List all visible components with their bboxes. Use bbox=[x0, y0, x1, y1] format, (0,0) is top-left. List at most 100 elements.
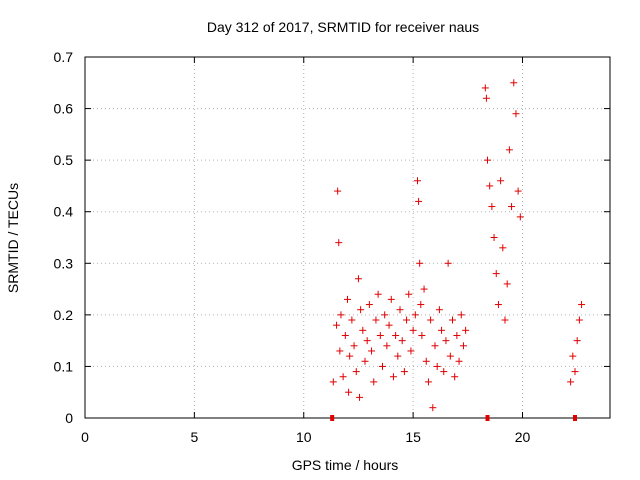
y-tick-label: 0.2 bbox=[54, 307, 74, 323]
data-point bbox=[339, 373, 347, 381]
data-point bbox=[365, 301, 373, 309]
data-point bbox=[346, 352, 354, 360]
data-point bbox=[442, 337, 450, 345]
data-point bbox=[383, 342, 391, 350]
data-point bbox=[451, 373, 459, 381]
data-point bbox=[482, 94, 490, 102]
data-point bbox=[345, 388, 353, 396]
data-point bbox=[363, 337, 371, 345]
data-point bbox=[573, 337, 581, 345]
data-point bbox=[499, 244, 507, 252]
data-points bbox=[329, 79, 586, 421]
data-point bbox=[387, 295, 395, 303]
data-point bbox=[424, 378, 432, 386]
data-point bbox=[396, 306, 404, 314]
data-point bbox=[567, 378, 575, 386]
y-tick-label: 0 bbox=[65, 410, 73, 426]
data-point bbox=[453, 331, 461, 339]
x-tick-label: 10 bbox=[296, 429, 312, 445]
data-point bbox=[415, 197, 423, 205]
data-point bbox=[334, 187, 342, 195]
data-point bbox=[368, 347, 376, 355]
chart-title: Day 312 of 2017, SRMTID for receiver nau… bbox=[207, 19, 479, 35]
data-point bbox=[392, 331, 400, 339]
data-point bbox=[462, 326, 470, 334]
data-point bbox=[357, 306, 365, 314]
data-point bbox=[403, 316, 411, 324]
data-point bbox=[433, 362, 441, 370]
data-point bbox=[575, 316, 583, 324]
y-tick-label: 0.6 bbox=[54, 101, 74, 117]
data-point bbox=[457, 311, 465, 319]
data-point bbox=[516, 213, 524, 221]
data-point bbox=[329, 378, 337, 386]
data-point bbox=[374, 290, 382, 298]
data-point bbox=[444, 259, 452, 267]
data-point bbox=[422, 357, 430, 365]
data-point bbox=[449, 316, 456, 324]
data-point bbox=[407, 347, 415, 355]
data-point bbox=[438, 326, 446, 334]
axis-ticks: 0 5 10 15 20 0 0.1 0.2 0.3 0.4 0.5 0.6 0.7 bbox=[54, 49, 610, 445]
data-point bbox=[490, 234, 498, 241]
data-point bbox=[333, 321, 341, 329]
data-point bbox=[429, 404, 437, 412]
data-point bbox=[344, 295, 351, 303]
zero-value-marker bbox=[485, 415, 490, 421]
data-point bbox=[578, 301, 586, 309]
data-point bbox=[350, 342, 358, 350]
zero-value-marker bbox=[573, 415, 577, 421]
data-point bbox=[571, 368, 579, 376]
data-point bbox=[376, 331, 384, 339]
data-point bbox=[405, 290, 413, 298]
data-point bbox=[389, 373, 397, 381]
data-point bbox=[503, 280, 511, 288]
data-point bbox=[335, 239, 343, 247]
data-point bbox=[435, 306, 443, 314]
data-point bbox=[354, 275, 362, 283]
data-point bbox=[381, 311, 389, 319]
data-point bbox=[431, 342, 439, 350]
data-point bbox=[420, 285, 428, 293]
data-point bbox=[497, 177, 505, 185]
data-point bbox=[455, 357, 463, 365]
y-tick-label: 0.7 bbox=[54, 49, 74, 65]
data-point bbox=[352, 368, 360, 376]
data-point bbox=[356, 393, 364, 401]
data-point bbox=[417, 301, 425, 309]
data-point bbox=[446, 352, 454, 360]
data-point bbox=[440, 368, 448, 376]
y-tick-label: 0.3 bbox=[54, 255, 74, 271]
data-point bbox=[348, 316, 356, 324]
data-point bbox=[494, 301, 502, 309]
data-point bbox=[341, 331, 349, 339]
y-tick-label: 0.4 bbox=[54, 204, 74, 220]
data-point bbox=[501, 316, 509, 324]
x-tick-label: 15 bbox=[405, 429, 421, 445]
data-point bbox=[361, 357, 369, 365]
data-point bbox=[418, 331, 426, 339]
data-point bbox=[484, 156, 491, 164]
data-point bbox=[336, 347, 344, 355]
data-point bbox=[492, 270, 500, 278]
data-point bbox=[411, 311, 419, 319]
grid bbox=[85, 57, 610, 418]
x-tick-label: 5 bbox=[190, 429, 198, 445]
x-axis-label: GPS time / hours bbox=[292, 457, 399, 473]
data-point bbox=[416, 259, 424, 267]
data-point bbox=[372, 316, 380, 324]
plot-frame bbox=[84, 56, 611, 419]
data-point bbox=[400, 368, 408, 376]
x-tick-label: 0 bbox=[81, 429, 89, 445]
data-point bbox=[398, 337, 406, 345]
data-point bbox=[394, 352, 402, 360]
data-point bbox=[337, 311, 345, 319]
data-point bbox=[514, 187, 522, 195]
data-point bbox=[488, 203, 496, 211]
x-tick-label: 20 bbox=[515, 429, 531, 445]
data-point bbox=[379, 362, 386, 370]
data-point bbox=[512, 110, 520, 118]
y-tick-label: 0.5 bbox=[54, 152, 74, 168]
y-tick-label: 0.1 bbox=[54, 358, 74, 374]
